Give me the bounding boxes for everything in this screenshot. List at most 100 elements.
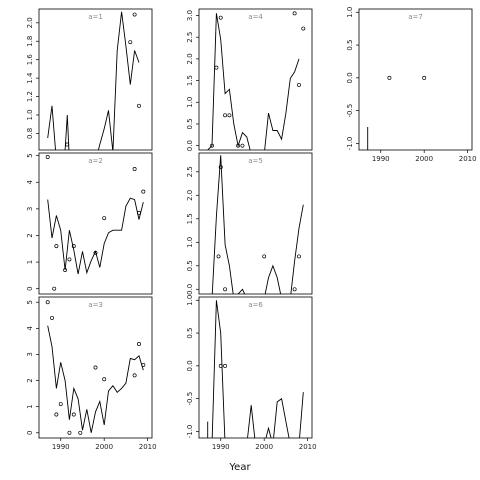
panel-a=1: a=1 0.8 1.0 1.2 1.4 1.6 1.8 2.0 bbox=[26, 8, 153, 151]
data-point bbox=[52, 286, 57, 291]
panel-label: a=5 bbox=[248, 157, 263, 165]
y-tick-label: 2 bbox=[26, 378, 34, 382]
y-tick-label: 0.0 bbox=[186, 140, 194, 151]
panel-a=7: a=7 -1.0 -0.5 0.0 0.5 1.0 1990 2000 2010 bbox=[346, 7, 477, 163]
series-line bbox=[47, 197, 144, 275]
y-tick-label: 1.0 bbox=[186, 237, 194, 248]
panel-frame bbox=[198, 296, 313, 439]
panel-frame bbox=[198, 8, 313, 151]
y-tick-label: 5 bbox=[26, 153, 34, 157]
data-point bbox=[214, 65, 219, 70]
y-tick-label: 0.0 bbox=[186, 284, 194, 295]
y-tick-label: 2.5 bbox=[186, 32, 194, 43]
y-tick-label: 0.5 bbox=[186, 327, 194, 338]
panel-a=2: a=2 0 1 2 3 4 5 bbox=[26, 152, 153, 295]
data-point bbox=[63, 268, 68, 273]
y-tick-label: 0.0 bbox=[346, 72, 354, 83]
data-point bbox=[93, 365, 98, 370]
y-tick-label: 2.0 bbox=[186, 190, 194, 201]
series-line bbox=[47, 325, 144, 433]
panel-a=5: a=5 0.0 0.5 1.0 1.5 2.0 2.5 bbox=[186, 152, 313, 295]
data-point bbox=[71, 244, 76, 249]
data-point bbox=[58, 402, 63, 407]
x-axis-label: Year bbox=[228, 462, 251, 473]
y-tick-label: 2.0 bbox=[186, 53, 194, 64]
y-tick-label: 1.2 bbox=[26, 91, 34, 102]
panel-label: a=7 bbox=[408, 13, 423, 21]
y-tick-label: 0.5 bbox=[186, 260, 194, 271]
y-tick-label: -0.5 bbox=[346, 104, 354, 118]
data-point bbox=[102, 377, 107, 382]
data-point bbox=[292, 287, 297, 292]
data-point bbox=[54, 244, 59, 249]
y-tick-label: 0.0 bbox=[186, 360, 194, 371]
y-tick-label: 4 bbox=[26, 179, 34, 184]
y-tick-label: 0.5 bbox=[186, 118, 194, 129]
data-point bbox=[223, 113, 228, 118]
panel-label: a=4 bbox=[248, 13, 263, 21]
data-point bbox=[132, 373, 137, 378]
y-tick-label: -1.0 bbox=[346, 137, 354, 151]
series-line bbox=[207, 300, 304, 438]
data-point bbox=[292, 11, 297, 16]
data-point bbox=[262, 254, 267, 259]
y-tick-label: 1.5 bbox=[186, 213, 194, 224]
y-tick-label: 4 bbox=[26, 326, 34, 331]
data-point bbox=[223, 363, 228, 368]
data-point bbox=[137, 210, 141, 215]
y-tick-label: 2 bbox=[26, 233, 34, 237]
data-point bbox=[102, 216, 107, 221]
y-tick-label: -1.0 bbox=[186, 425, 194, 439]
x-tick-label: 2010 bbox=[459, 155, 477, 163]
y-tick-label: 1.0 bbox=[186, 97, 194, 108]
panel-label: a=2 bbox=[88, 157, 103, 165]
x-tick-label: 2000 bbox=[255, 443, 273, 451]
y-tick-label: 3 bbox=[26, 207, 34, 211]
data-point bbox=[137, 342, 141, 346]
data-point bbox=[223, 287, 228, 292]
data-point bbox=[132, 167, 137, 171]
x-tick-label: 1990 bbox=[52, 443, 70, 451]
series-line bbox=[47, 11, 140, 150]
data-point bbox=[422, 75, 427, 80]
y-tick-label: 0.5 bbox=[346, 39, 354, 50]
data-point bbox=[65, 142, 70, 147]
data-point bbox=[297, 254, 301, 259]
panel-a=4: a=4 0.0 0.5 1.0 1.5 2.0 2.5 3.0 bbox=[186, 8, 313, 151]
data-point bbox=[301, 26, 306, 31]
y-tick-label: 1.8 bbox=[26, 36, 34, 47]
panel-label: a=1 bbox=[88, 13, 103, 21]
y-tick-label: 0.8 bbox=[26, 128, 34, 139]
y-tick-label: 1.5 bbox=[186, 75, 194, 86]
y-tick-label: -0.5 bbox=[186, 392, 194, 406]
y-tick-label: 0 bbox=[26, 286, 34, 290]
x-tick-label: 2000 bbox=[415, 155, 433, 163]
data-point bbox=[45, 300, 50, 305]
y-tick-label: 1 bbox=[26, 260, 34, 264]
panel-a=3: a=3 0 1 2 3 4 5 1990 2000 2010 bbox=[26, 296, 157, 451]
x-tick-label: 1990 bbox=[372, 155, 390, 163]
data-point bbox=[141, 362, 146, 367]
data-point bbox=[71, 412, 76, 417]
y-tick-label: 1 bbox=[26, 404, 34, 408]
x-tick-label: 2010 bbox=[139, 443, 157, 451]
data-point bbox=[45, 155, 50, 159]
y-tick-label: 2.5 bbox=[186, 166, 194, 177]
data-point bbox=[54, 412, 59, 417]
data-point bbox=[210, 143, 214, 148]
data-point bbox=[218, 15, 223, 20]
x-tick-label: 2000 bbox=[95, 443, 113, 451]
y-tick-label: 1.6 bbox=[26, 54, 34, 66]
y-tick-label: 3 bbox=[26, 352, 34, 356]
y-tick-label: 1.0 bbox=[186, 295, 194, 306]
y-tick-label: 1.0 bbox=[346, 7, 354, 18]
panel-frame bbox=[38, 8, 153, 151]
y-tick-label: 0 bbox=[26, 431, 34, 435]
x-tick-label: 1990 bbox=[212, 443, 230, 451]
panel-label: a=3 bbox=[88, 301, 103, 309]
y-tick-label: 2.0 bbox=[26, 17, 34, 28]
data-point bbox=[67, 257, 72, 262]
data-point bbox=[137, 103, 141, 108]
data-point bbox=[387, 75, 392, 80]
